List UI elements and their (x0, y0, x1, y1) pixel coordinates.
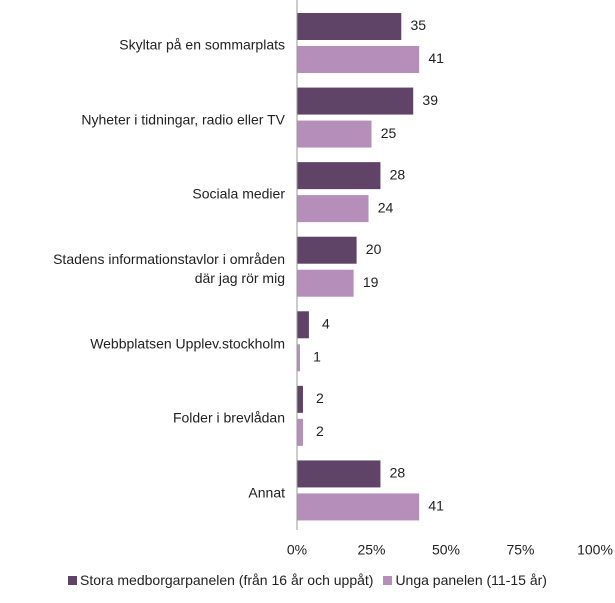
value-label: 1 (313, 348, 321, 364)
x-tick-label: 25% (357, 542, 385, 558)
bar (297, 311, 309, 339)
x-tick-label: 0% (287, 542, 307, 558)
legend-item: Unga panelen (11-15 år) (383, 572, 547, 588)
category-label: Nyheter i tidningar, radio eller TV (81, 111, 285, 128)
bar (297, 13, 402, 40)
value-label: 25 (381, 125, 397, 141)
legend-label: Stora medborgarpanelen (från 16 år och u… (80, 572, 374, 588)
category-label: Sociala medier (192, 185, 285, 202)
value-label: 4 (322, 315, 330, 331)
legend-label: Unga panelen (11-15 år) (395, 572, 547, 588)
bar (297, 269, 354, 297)
legend-item: Stora medborgarpanelen (från 16 år och u… (68, 572, 373, 588)
value-label: 2 (316, 390, 324, 406)
bar (297, 162, 381, 190)
x-tick-label: 75% (506, 542, 534, 558)
value-label: 28 (390, 166, 406, 182)
bar (297, 385, 303, 413)
category-label: Folder i brevlådan (172, 409, 285, 426)
bar (297, 87, 414, 115)
x-tick-label: 50% (432, 542, 460, 558)
value-label: 28 (390, 465, 406, 481)
bar (297, 418, 303, 446)
bar (297, 195, 369, 223)
bar (297, 46, 420, 73)
value-label: 41 (428, 498, 444, 514)
category-label: Stadens informationstavlor i områden där… (53, 251, 285, 286)
value-label: 39 (422, 92, 438, 108)
category-label: Annat (248, 484, 285, 501)
bar (297, 236, 357, 264)
value-label: 2 (316, 423, 324, 439)
bar (297, 120, 372, 148)
value-label: 41 (428, 50, 444, 66)
bar (297, 493, 420, 521)
value-label: 24 (378, 199, 394, 215)
category-label: Webbplatsen Upplev.stockholm (90, 335, 285, 352)
legend-swatch (68, 575, 78, 585)
bar (297, 460, 381, 488)
legend: Stora medborgarpanelen (från 16 år och u… (0, 572, 615, 588)
x-tick-label: 100% (577, 542, 613, 558)
value-label: 19 (363, 274, 379, 290)
value-label: 20 (366, 241, 382, 257)
legend-swatch (383, 575, 393, 585)
category-label: Skyltar på en sommarplats (119, 36, 285, 53)
bar (297, 344, 300, 372)
value-label: 35 (411, 17, 427, 33)
